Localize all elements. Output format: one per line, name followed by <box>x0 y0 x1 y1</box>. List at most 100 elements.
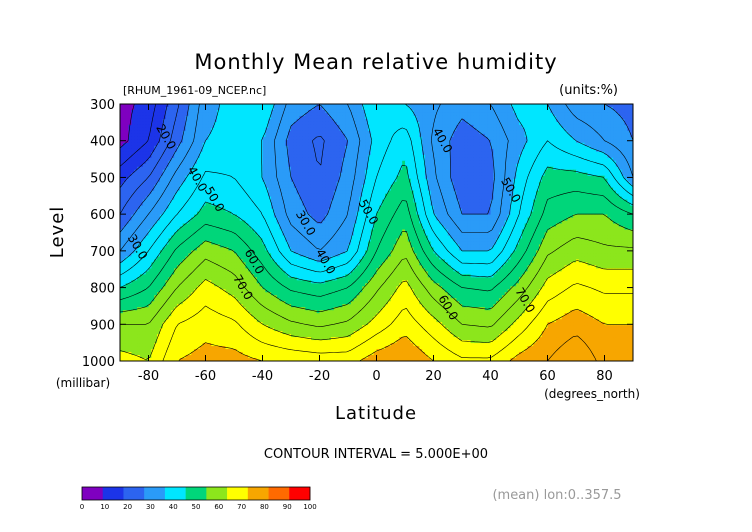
contour-cell <box>148 106 152 111</box>
contour-cell <box>350 106 355 111</box>
contour-cell <box>427 118 432 123</box>
contour-cell <box>479 118 483 123</box>
contour-cell <box>194 109 198 114</box>
contour-cell <box>122 115 127 120</box>
contour-cell <box>276 112 281 117</box>
contour-cell <box>302 130 306 135</box>
contour-cell <box>419 118 423 123</box>
contour-cell <box>196 127 201 132</box>
contour-cell <box>282 104 286 108</box>
contour-cell <box>613 127 617 132</box>
contour-cell <box>162 106 167 111</box>
contour-cell <box>405 106 409 111</box>
contour-cell <box>447 124 452 129</box>
contour-cell <box>473 115 477 120</box>
contour-cell <box>376 124 380 129</box>
contour-cell <box>436 118 440 123</box>
contour-cell <box>191 106 195 111</box>
contour-cell <box>373 106 378 111</box>
contour-cell <box>459 115 463 120</box>
contour-cell <box>613 121 617 126</box>
contour-cell <box>262 124 266 129</box>
contour-cell <box>610 118 614 123</box>
contour-cell <box>157 118 161 123</box>
contour-cell <box>196 109 201 114</box>
contour-cell <box>564 124 569 129</box>
contour-cell <box>296 109 301 114</box>
contour-cell <box>362 118 366 123</box>
contour-cell <box>558 115 563 120</box>
contour-cell <box>382 104 386 108</box>
contour-cell <box>242 112 246 117</box>
contour-cell <box>442 112 446 117</box>
contour-cell <box>376 121 380 126</box>
contour-cell <box>570 106 574 111</box>
contour-cell <box>125 106 130 111</box>
contour-cell <box>168 112 172 117</box>
contour-cell <box>308 109 312 114</box>
contour-cell <box>236 130 241 135</box>
contour-cell <box>179 109 184 114</box>
contour-cell <box>630 121 633 126</box>
contour-cell <box>607 109 611 114</box>
contour-cell <box>165 115 170 120</box>
contour-cell <box>587 121 591 126</box>
contour-cell <box>205 115 209 120</box>
contour-cell <box>242 106 246 111</box>
contour-cell <box>325 127 329 132</box>
contour-cell <box>379 124 383 129</box>
contour-cell <box>182 124 187 129</box>
contour-cell <box>348 115 352 120</box>
contour-cell <box>621 109 626 114</box>
contour-cell <box>473 109 477 114</box>
contour-cell <box>590 106 594 111</box>
contour-cell <box>356 109 360 114</box>
contour-cell <box>251 118 255 123</box>
contour-cell <box>570 115 574 120</box>
contour-cell <box>442 121 446 126</box>
contour-cell <box>547 127 551 132</box>
contour-cell <box>558 127 563 132</box>
contour-cell <box>194 104 198 108</box>
contour-cell <box>530 104 534 108</box>
contour-cell <box>322 127 326 132</box>
contour-cell <box>299 130 303 135</box>
contour-cell <box>413 106 417 111</box>
contour-cell <box>253 112 258 117</box>
contour-cell <box>367 109 372 114</box>
contour-cell <box>348 127 352 132</box>
contour-cell <box>576 104 580 108</box>
contour-cell <box>171 124 175 129</box>
contour-cell <box>481 118 486 123</box>
contour-cell <box>493 121 497 126</box>
contour-cell <box>456 115 460 120</box>
contour-cell <box>459 121 463 126</box>
contour-cell <box>339 115 343 120</box>
contour-cell <box>122 104 127 108</box>
contour-cell <box>567 127 571 132</box>
contour-cell <box>145 130 150 135</box>
contour-cell <box>510 127 514 132</box>
contour-cell <box>490 118 494 123</box>
contour-cell <box>299 104 303 108</box>
contour-cell <box>251 106 255 111</box>
contour-cell <box>467 109 472 114</box>
contour-cell <box>382 127 386 132</box>
contour-cell <box>567 112 571 117</box>
contour-cell <box>405 130 409 135</box>
contour-cell <box>544 115 549 120</box>
contour-cell <box>214 124 218 129</box>
contour-cell <box>573 127 577 132</box>
contour-cell <box>450 115 455 120</box>
contour-cell <box>216 127 221 132</box>
contour-cell <box>216 115 221 120</box>
contour-cell <box>556 115 560 120</box>
contour-cell <box>396 121 400 126</box>
contour-cell <box>547 121 551 126</box>
contour-cell <box>550 109 554 114</box>
contour-cell <box>310 118 315 123</box>
contour-cell <box>293 130 298 135</box>
contour-cell <box>402 104 406 108</box>
contour-cell <box>268 127 272 132</box>
contour-cell <box>618 112 623 117</box>
